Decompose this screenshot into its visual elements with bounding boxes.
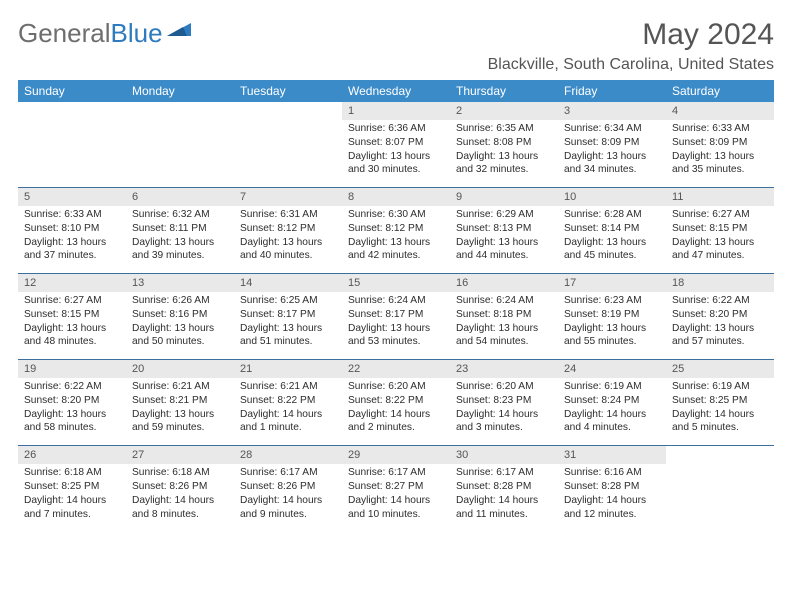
day-detail-cell: Sunrise: 6:20 AMSunset: 8:22 PMDaylight:… xyxy=(342,378,450,445)
day-detail-cell: Sunrise: 6:27 AMSunset: 8:15 PMDaylight:… xyxy=(18,292,126,359)
day-detail-cell: Sunrise: 6:33 AMSunset: 8:10 PMDaylight:… xyxy=(18,206,126,273)
day-detail-cell: Sunrise: 6:32 AMSunset: 8:11 PMDaylight:… xyxy=(126,206,234,273)
day-detail-cell: Sunrise: 6:17 AMSunset: 8:27 PMDaylight:… xyxy=(342,464,450,531)
day-number-cell: 11 xyxy=(666,188,774,207)
day-number-cell: 25 xyxy=(666,360,774,379)
day-number-cell: 20 xyxy=(126,360,234,379)
day-detail-cell: Sunrise: 6:24 AMSunset: 8:17 PMDaylight:… xyxy=(342,292,450,359)
day-number-cell: 29 xyxy=(342,446,450,465)
logo-text-blue: Blue xyxy=(111,18,163,49)
detail-row: Sunrise: 6:22 AMSunset: 8:20 PMDaylight:… xyxy=(18,378,774,445)
day-number-cell xyxy=(234,102,342,120)
calendar-table: SundayMondayTuesdayWednesdayThursdayFrid… xyxy=(18,80,774,531)
day-number-cell: 13 xyxy=(126,274,234,293)
daynum-row: 1234 xyxy=(18,102,774,120)
location: Blackville, South Carolina, United State… xyxy=(488,56,774,74)
day-detail-cell: Sunrise: 6:17 AMSunset: 8:26 PMDaylight:… xyxy=(234,464,342,531)
day-number-cell: 8 xyxy=(342,188,450,207)
daynum-row: 19202122232425 xyxy=(18,360,774,379)
day-number-cell: 10 xyxy=(558,188,666,207)
day-detail-cell: Sunrise: 6:23 AMSunset: 8:19 PMDaylight:… xyxy=(558,292,666,359)
day-number-cell: 2 xyxy=(450,102,558,120)
day-number-cell: 28 xyxy=(234,446,342,465)
day-number-cell: 17 xyxy=(558,274,666,293)
day-detail-cell xyxy=(234,120,342,187)
day-detail-cell: Sunrise: 6:27 AMSunset: 8:15 PMDaylight:… xyxy=(666,206,774,273)
day-header: Saturday xyxy=(666,80,774,102)
day-detail-cell: Sunrise: 6:21 AMSunset: 8:21 PMDaylight:… xyxy=(126,378,234,445)
daynum-row: 12131415161718 xyxy=(18,274,774,293)
day-number-cell: 3 xyxy=(558,102,666,120)
day-detail-cell: Sunrise: 6:22 AMSunset: 8:20 PMDaylight:… xyxy=(18,378,126,445)
day-header: Sunday xyxy=(18,80,126,102)
day-detail-cell: Sunrise: 6:24 AMSunset: 8:18 PMDaylight:… xyxy=(450,292,558,359)
daynum-row: 262728293031 xyxy=(18,446,774,465)
month-title: May 2024 xyxy=(488,18,774,52)
day-number-cell: 22 xyxy=(342,360,450,379)
day-detail-cell xyxy=(18,120,126,187)
day-detail-cell: Sunrise: 6:29 AMSunset: 8:13 PMDaylight:… xyxy=(450,206,558,273)
logo-triangle-icon xyxy=(167,15,193,46)
day-header: Wednesday xyxy=(342,80,450,102)
detail-row: Sunrise: 6:27 AMSunset: 8:15 PMDaylight:… xyxy=(18,292,774,359)
day-number-cell: 7 xyxy=(234,188,342,207)
day-number-cell xyxy=(126,102,234,120)
logo: GeneralBlue xyxy=(18,18,193,49)
day-number-cell: 19 xyxy=(18,360,126,379)
title-block: May 2024 Blackville, South Carolina, Uni… xyxy=(488,18,774,74)
day-detail-cell: Sunrise: 6:17 AMSunset: 8:28 PMDaylight:… xyxy=(450,464,558,531)
day-header: Friday xyxy=(558,80,666,102)
day-detail-cell: Sunrise: 6:26 AMSunset: 8:16 PMDaylight:… xyxy=(126,292,234,359)
day-detail-cell: Sunrise: 6:30 AMSunset: 8:12 PMDaylight:… xyxy=(342,206,450,273)
day-detail-cell xyxy=(126,120,234,187)
day-number-cell: 27 xyxy=(126,446,234,465)
day-detail-cell: Sunrise: 6:25 AMSunset: 8:17 PMDaylight:… xyxy=(234,292,342,359)
day-detail-cell xyxy=(666,464,774,531)
day-detail-cell: Sunrise: 6:16 AMSunset: 8:28 PMDaylight:… xyxy=(558,464,666,531)
day-header: Tuesday xyxy=(234,80,342,102)
day-number-cell: 24 xyxy=(558,360,666,379)
day-number-cell: 16 xyxy=(450,274,558,293)
day-detail-cell: Sunrise: 6:35 AMSunset: 8:08 PMDaylight:… xyxy=(450,120,558,187)
day-number-cell: 1 xyxy=(342,102,450,120)
day-detail-cell: Sunrise: 6:18 AMSunset: 8:26 PMDaylight:… xyxy=(126,464,234,531)
header: GeneralBlue May 2024 Blackville, South C… xyxy=(18,18,774,74)
day-detail-cell: Sunrise: 6:36 AMSunset: 8:07 PMDaylight:… xyxy=(342,120,450,187)
day-number-cell: 12 xyxy=(18,274,126,293)
day-header-row: SundayMondayTuesdayWednesdayThursdayFrid… xyxy=(18,80,774,102)
day-number-cell xyxy=(666,446,774,465)
day-number-cell: 5 xyxy=(18,188,126,207)
day-detail-cell: Sunrise: 6:28 AMSunset: 8:14 PMDaylight:… xyxy=(558,206,666,273)
detail-row: Sunrise: 6:33 AMSunset: 8:10 PMDaylight:… xyxy=(18,206,774,273)
day-number-cell: 15 xyxy=(342,274,450,293)
day-header: Monday xyxy=(126,80,234,102)
day-number-cell: 26 xyxy=(18,446,126,465)
day-detail-cell: Sunrise: 6:21 AMSunset: 8:22 PMDaylight:… xyxy=(234,378,342,445)
day-number-cell: 30 xyxy=(450,446,558,465)
day-detail-cell: Sunrise: 6:19 AMSunset: 8:24 PMDaylight:… xyxy=(558,378,666,445)
day-number-cell: 6 xyxy=(126,188,234,207)
daynum-row: 567891011 xyxy=(18,188,774,207)
day-detail-cell: Sunrise: 6:22 AMSunset: 8:20 PMDaylight:… xyxy=(666,292,774,359)
day-number-cell: 9 xyxy=(450,188,558,207)
day-detail-cell: Sunrise: 6:19 AMSunset: 8:25 PMDaylight:… xyxy=(666,378,774,445)
day-detail-cell: Sunrise: 6:31 AMSunset: 8:12 PMDaylight:… xyxy=(234,206,342,273)
detail-row: Sunrise: 6:36 AMSunset: 8:07 PMDaylight:… xyxy=(18,120,774,187)
day-detail-cell: Sunrise: 6:20 AMSunset: 8:23 PMDaylight:… xyxy=(450,378,558,445)
detail-row: Sunrise: 6:18 AMSunset: 8:25 PMDaylight:… xyxy=(18,464,774,531)
day-number-cell: 31 xyxy=(558,446,666,465)
day-detail-cell: Sunrise: 6:18 AMSunset: 8:25 PMDaylight:… xyxy=(18,464,126,531)
day-detail-cell: Sunrise: 6:33 AMSunset: 8:09 PMDaylight:… xyxy=(666,120,774,187)
day-detail-cell: Sunrise: 6:34 AMSunset: 8:09 PMDaylight:… xyxy=(558,120,666,187)
day-number-cell: 14 xyxy=(234,274,342,293)
day-number-cell: 21 xyxy=(234,360,342,379)
day-number-cell: 18 xyxy=(666,274,774,293)
logo-text-general: General xyxy=(18,18,111,49)
day-header: Thursday xyxy=(450,80,558,102)
day-number-cell xyxy=(18,102,126,120)
day-number-cell: 4 xyxy=(666,102,774,120)
day-number-cell: 23 xyxy=(450,360,558,379)
